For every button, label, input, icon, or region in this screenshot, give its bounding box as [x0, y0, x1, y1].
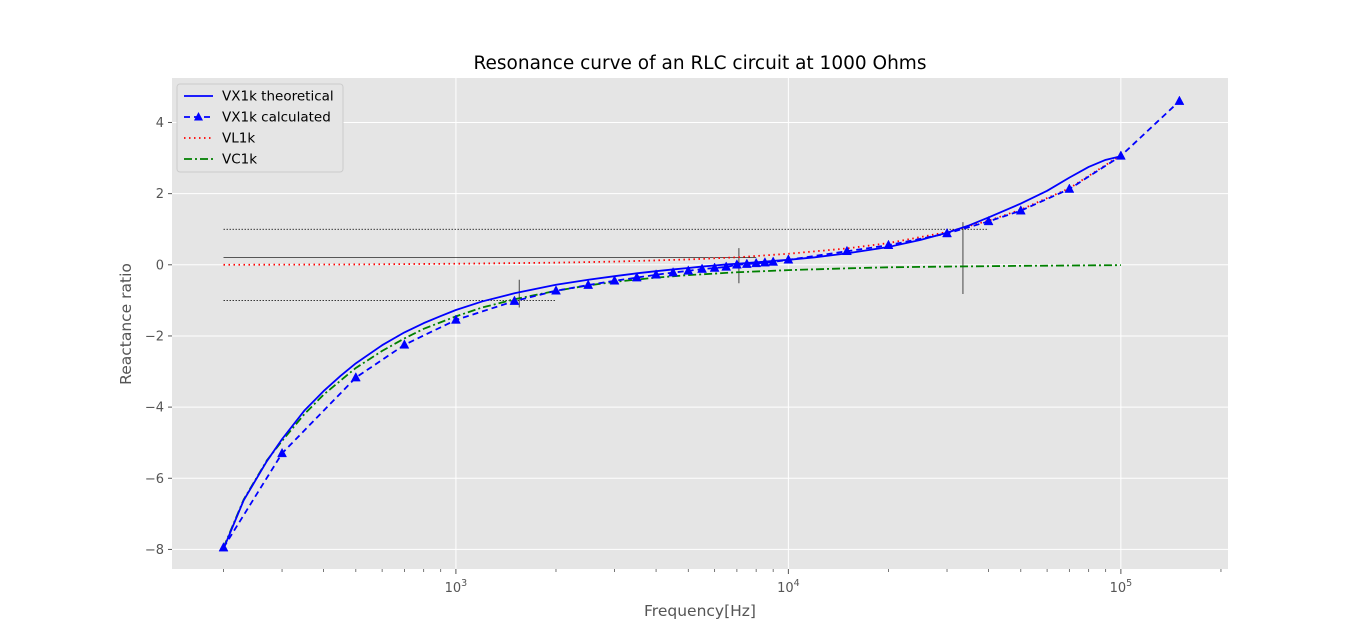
data-point-marker	[450, 314, 461, 324]
legend-label-4: VC1k	[222, 152, 257, 168]
data-point-marker	[721, 261, 732, 271]
y-tick-label: 2	[156, 187, 164, 202]
data-point-marker	[399, 339, 410, 349]
data-point-marker	[942, 227, 952, 238]
series-line-2	[222, 100, 1181, 549]
data-point-marker	[768, 256, 779, 266]
data-point-marker	[609, 275, 620, 285]
x-tick-base: 10	[777, 581, 794, 596]
grid	[172, 78, 1228, 569]
y-tick-label: −8	[145, 543, 164, 558]
data-point-marker	[218, 542, 229, 552]
y-tick-label: −4	[145, 401, 164, 416]
data-point-marker	[697, 263, 707, 273]
y-tick-label: 0	[156, 258, 164, 273]
y-tick-label: 4	[156, 116, 164, 131]
x-tick-base: 10	[445, 581, 462, 596]
data-point-marker	[668, 267, 678, 277]
data-point-marker	[741, 258, 752, 268]
data-point-marker	[842, 245, 852, 256]
x-tick-exponent: 4	[794, 578, 800, 589]
data-point-marker	[631, 272, 642, 282]
data-point-marker	[1115, 150, 1126, 160]
series-line-1	[222, 155, 1122, 550]
x-tick-exponent: 5	[1126, 578, 1132, 589]
data-point-marker	[350, 372, 361, 382]
data-point-marker	[751, 257, 762, 268]
data-point-marker	[583, 279, 594, 289]
data-point-marker	[509, 295, 520, 305]
chart-title: Resonance curve of an RLC circuit at 100…	[474, 53, 927, 74]
data-point-marker	[1015, 205, 1026, 215]
legend: VX1k theoretical VX1k calculated VL1k VC1k	[176, 83, 344, 173]
x-axis-label: Frequency[Hz]	[644, 602, 756, 620]
series-layer	[218, 95, 1185, 552]
legend-box	[176, 83, 344, 173]
data-point-marker	[1064, 183, 1075, 193]
series-line-3	[223, 154, 1122, 266]
plot-background	[172, 78, 1228, 569]
x-tick-label: 103	[445, 578, 468, 596]
data-point-marker	[709, 262, 720, 272]
data-point-marker	[1174, 95, 1185, 105]
legend-label-3: VL1k	[222, 131, 255, 147]
x-tick-label: 104	[777, 578, 800, 596]
y-tick-label: −2	[145, 329, 164, 344]
data-point-marker	[551, 285, 561, 295]
x-tick-label: 105	[1110, 578, 1133, 596]
data-point-marker	[731, 259, 742, 269]
x-tick-base: 10	[1110, 581, 1127, 596]
data-point-marker	[651, 269, 661, 279]
data-point-marker	[783, 254, 794, 264]
data-point-marker	[760, 257, 770, 267]
y-axis-label: Reactance ratio	[117, 263, 135, 385]
data-point-marker	[983, 215, 994, 226]
data-point-marker	[277, 447, 287, 458]
data-point-marker	[683, 265, 694, 275]
legend-marker-2	[194, 112, 203, 121]
y-tick-label: −6	[145, 472, 164, 487]
legend-label-2: VX1k calculated	[222, 110, 331, 126]
data-point-marker	[883, 239, 894, 249]
x-tick-exponent: 3	[461, 578, 467, 589]
legend-label-1: VX1k theoretical	[222, 89, 334, 105]
